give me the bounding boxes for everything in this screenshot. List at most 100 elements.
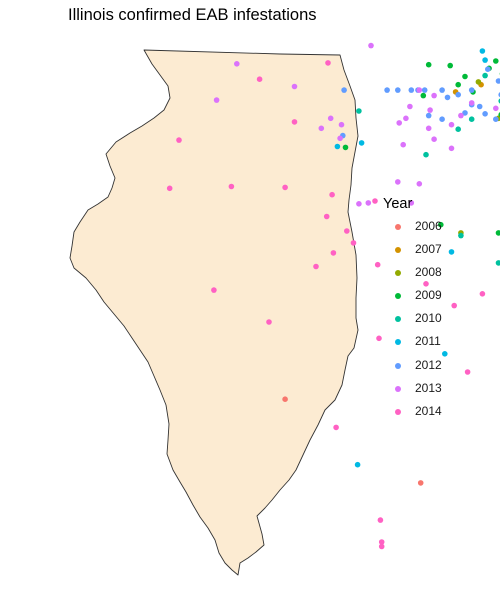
infestation-point-2013 — [337, 135, 343, 142]
infestation-point-2010 — [468, 116, 475, 122]
infestation-point-2014 — [377, 517, 384, 523]
infestation-point-2009 — [462, 73, 468, 80]
infestation-point-2014 — [378, 543, 385, 550]
legend-label: 2007 — [415, 242, 442, 257]
state-outline — [69, 49, 359, 576]
legend-item-2006: 2006 — [383, 218, 483, 241]
infestation-point-2011 — [354, 461, 361, 468]
infestation-point-2013 — [338, 121, 345, 128]
infestation-point-2013 — [458, 112, 464, 119]
legend-swatch — [395, 247, 401, 254]
infestation-point-2009 — [493, 58, 499, 64]
infestation-point-2006 — [282, 396, 288, 403]
infestation-point-2013 — [468, 100, 475, 106]
infestation-point-2014 — [325, 60, 331, 66]
infestation-point-2011 — [482, 57, 488, 63]
infestation-point-2006 — [417, 480, 424, 486]
legend-label: 2006 — [415, 219, 442, 233]
legend-item-2012: 2012 — [383, 357, 483, 380]
legend-item-2008: 2008 — [383, 264, 483, 287]
infestation-point-2013 — [448, 121, 455, 128]
legend-item-2010: 2010 — [383, 310, 483, 333]
legend-swatch — [395, 293, 401, 300]
infestation-point-2013 — [431, 92, 437, 99]
infestation-point-2013 — [408, 200, 415, 206]
infestation-point-2013 — [493, 105, 499, 112]
infestation-point-2012 — [421, 87, 428, 93]
infestation-point-2014 — [451, 302, 458, 309]
infestation-point-2014 — [333, 424, 339, 431]
infestation-point-2013 — [407, 103, 413, 110]
infestation-point-2013 — [400, 141, 407, 148]
infestation-point-2012 — [462, 110, 468, 116]
infestation-point-2014 — [266, 319, 272, 325]
infestation-point-2014 — [176, 137, 182, 143]
infestation-point-2012 — [482, 111, 488, 117]
infestation-point-2009 — [438, 221, 444, 228]
infestation-point-2011 — [358, 140, 365, 146]
infestation-point-2014 — [372, 198, 378, 204]
legend-label: 2009 — [415, 288, 442, 303]
infestation-point-2012 — [495, 78, 500, 84]
infestation-point-2014 — [464, 369, 471, 375]
infestation-point-2013 — [395, 179, 401, 185]
infestation-point-2012 — [408, 87, 415, 93]
infestation-point-2014 — [291, 119, 298, 125]
map-title: Illinois confirmed EAB infestations — [68, 6, 317, 24]
infestation-point-2014 — [313, 263, 319, 270]
legend-swatch — [395, 270, 401, 277]
infestation-point-2014 — [344, 228, 350, 234]
infestation-point-2013 — [213, 97, 220, 103]
infestation-point-2013 — [425, 125, 432, 132]
infestation-point-2014 — [378, 539, 385, 545]
infestation-point-2008 — [475, 79, 482, 85]
infestation-point-2014 — [282, 184, 288, 191]
infestation-point-2013 — [234, 61, 240, 67]
infestation-point-2010 — [482, 72, 488, 79]
infestation-point-2013 — [431, 136, 437, 142]
infestation-point-2014 — [228, 183, 235, 190]
infestation-point-2013 — [318, 125, 325, 132]
infestation-point-2013 — [291, 83, 298, 90]
infestation-point-2010 — [458, 232, 464, 239]
legend-items: 2006 2007 2008 2009 2010 2011 2012 2013 2014 — [383, 218, 483, 426]
infestation-point-2014 — [374, 261, 381, 268]
legend-title: Year — [383, 196, 413, 212]
infestation-point-2010 — [495, 260, 500, 266]
legend-label: 2008 — [415, 265, 442, 280]
infestation-point-2013 — [396, 120, 403, 126]
infestation-point-2014 — [423, 281, 429, 287]
legend-swatch — [395, 385, 401, 392]
infestation-point-2009 — [495, 230, 500, 236]
infestation-point-2009 — [342, 144, 349, 151]
infestation-point-2014 — [329, 191, 335, 198]
infestation-point-2010 — [455, 126, 462, 132]
infestation-point-2014 — [350, 240, 357, 246]
infestation-point-2011 — [448, 249, 455, 255]
infestation-point-2012 — [425, 112, 432, 119]
infestation-point-2014 — [323, 213, 330, 220]
infestation-point-2010 — [356, 108, 362, 114]
infestation-point-2012 — [439, 87, 445, 93]
infestation-point-2012 — [493, 116, 499, 122]
legend-swatch — [395, 316, 401, 323]
infestation-point-2012 — [455, 91, 462, 98]
legend-item-2007: 2007 — [383, 241, 483, 264]
legend-label: 2011 — [415, 334, 441, 349]
infestation-point-2009 — [425, 61, 432, 68]
legend-swatch — [395, 408, 401, 415]
infestation-point-2012 — [476, 103, 483, 110]
infestation-point-2012 — [468, 87, 475, 93]
infestation-point-2014 — [376, 335, 382, 342]
legend-swatch — [395, 362, 401, 369]
legend-label: 2012 — [415, 357, 442, 372]
infestation-point-2013 — [427, 107, 433, 113]
infestation-point-2009 — [447, 62, 454, 69]
infestation-point-2012 — [384, 87, 390, 93]
infestation-point-2013 — [327, 115, 334, 122]
legend-label: 2013 — [415, 380, 442, 395]
infestation-point-2011 — [479, 48, 486, 54]
legend-label: 2014 — [415, 403, 442, 418]
